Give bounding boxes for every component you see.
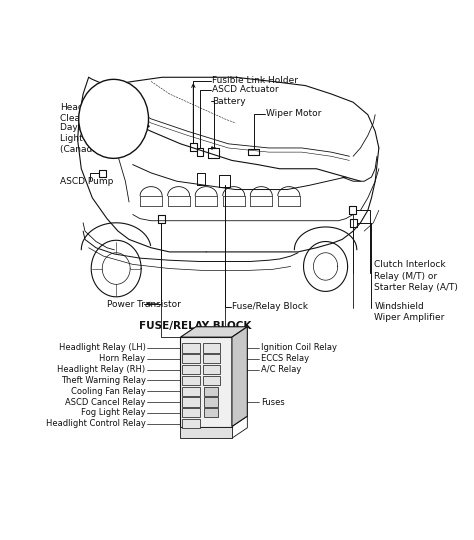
- Polygon shape: [202, 365, 220, 374]
- Polygon shape: [182, 354, 200, 363]
- Text: Daytime Running
Light Control Unit
(Canada Only): Daytime Running Light Control Unit (Cana…: [60, 123, 140, 154]
- Text: Clutch Interlock
Relay (M/T) or
Starter Relay (A/T): Clutch Interlock Relay (M/T) or Starter …: [374, 260, 458, 292]
- Text: Fog Light Relay: Fog Light Relay: [81, 408, 146, 417]
- Polygon shape: [182, 376, 200, 385]
- Text: Cooling Fan Relay: Cooling Fan Relay: [71, 387, 146, 396]
- Text: Windshield
Wiper Amplifier: Windshield Wiper Amplifier: [374, 302, 445, 322]
- Polygon shape: [182, 387, 200, 396]
- Text: ASCD Cancel Relay: ASCD Cancel Relay: [65, 397, 146, 407]
- Text: ASCD Pump: ASCD Pump: [60, 177, 114, 186]
- Polygon shape: [204, 387, 219, 396]
- Polygon shape: [204, 408, 219, 417]
- Text: A/C Relay: A/C Relay: [261, 365, 301, 374]
- Text: Horn Relay: Horn Relay: [100, 354, 146, 363]
- Polygon shape: [202, 343, 220, 353]
- Text: Headlight
Cleaner Relay: Headlight Cleaner Relay: [60, 103, 123, 123]
- Polygon shape: [182, 408, 200, 417]
- Text: ASCD Actuator: ASCD Actuator: [212, 85, 278, 94]
- Text: Fusible Link Holder: Fusible Link Holder: [212, 76, 298, 85]
- Polygon shape: [182, 397, 200, 407]
- Text: Headlight Relay (RH): Headlight Relay (RH): [57, 365, 146, 374]
- Text: Fuse/Relay Block: Fuse/Relay Block: [232, 302, 308, 311]
- Text: Ignition Coil Relay: Ignition Coil Relay: [261, 343, 337, 353]
- Text: Theft Warning Relay: Theft Warning Relay: [61, 376, 146, 385]
- Text: Headlight Control Relay: Headlight Control Relay: [46, 419, 146, 428]
- Circle shape: [79, 79, 148, 158]
- Polygon shape: [182, 419, 200, 428]
- Polygon shape: [181, 337, 232, 427]
- Polygon shape: [202, 376, 220, 385]
- Text: Wiper Motor: Wiper Motor: [266, 110, 321, 118]
- Text: Headlight Relay (LH): Headlight Relay (LH): [59, 343, 146, 353]
- Text: Fuses: Fuses: [261, 397, 285, 407]
- Polygon shape: [204, 397, 219, 407]
- Text: FUSE/RELAY BLOCK: FUSE/RELAY BLOCK: [139, 321, 251, 331]
- Polygon shape: [181, 327, 247, 337]
- Polygon shape: [181, 427, 232, 438]
- Polygon shape: [202, 354, 220, 363]
- Polygon shape: [232, 327, 247, 427]
- Text: ECCS Relay: ECCS Relay: [261, 354, 310, 363]
- Text: Power Transistor: Power Transistor: [107, 300, 181, 309]
- Polygon shape: [182, 343, 200, 353]
- Polygon shape: [182, 365, 200, 374]
- Text: Battery: Battery: [212, 97, 246, 106]
